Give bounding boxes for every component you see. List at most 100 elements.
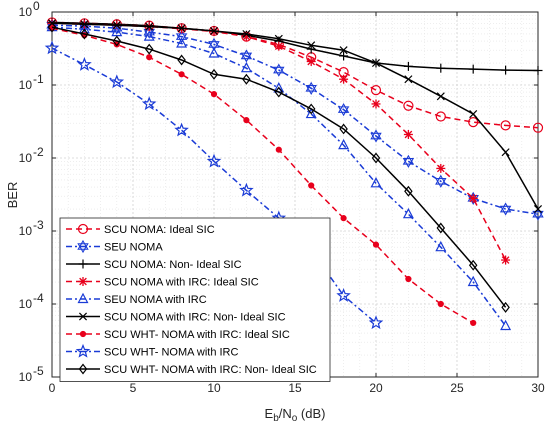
data-point [499,202,512,216]
series-line [51,27,474,324]
data-point [145,22,154,31]
legend-entry-9: SCU WHT- NOMA with IRC: Non- Ideal SIC [66,363,317,376]
data-point [112,21,121,30]
legend-entry-6: SCU NOMA with IRC: Non- Ideal SIC [66,312,286,324]
data-point [403,61,413,71]
data-point [468,193,478,203]
marker-stroke [469,110,478,119]
legend-swatch-marker [77,223,89,235]
data-point [44,40,60,55]
data-point [467,275,479,287]
data-point [501,65,511,75]
data-point [500,120,511,131]
data-point [77,57,92,71]
data-point [144,43,154,55]
legend: SCU NOMA: Ideal SIC SEU NOMA SCU NOMA: Non… [59,217,331,382]
legend-swatch-marker [79,330,87,338]
data-point [275,146,282,153]
data-point [468,259,478,271]
y-tick-label-exponent: -4 [33,291,44,305]
data-point [47,21,57,33]
legend-swatch-marker [75,343,91,358]
marker-stroke [305,85,317,95]
y-tick-label-base: 10 [19,224,33,238]
data-point [208,37,220,51]
data-point [274,86,284,98]
legend-label: SCU NOMA: Ideal SIC [104,224,215,236]
data-point [468,117,479,128]
x-tick-label: 20 [369,381,383,395]
series-9 [47,21,510,313]
y-tick-label: 10 [19,224,33,238]
data-point [368,315,384,330]
series-line [51,24,539,215]
data-point [112,35,122,47]
marker-stroke [370,132,382,143]
x-axis-title-sub-b: b [273,413,279,424]
data-point [370,177,382,188]
series-line [51,26,507,308]
data-point [143,30,155,41]
y-tick-label: 10 [19,78,33,92]
data-point [404,75,413,84]
data-point [305,107,317,119]
data-point [404,185,413,197]
marker-stroke [402,154,415,165]
data-point [533,205,543,214]
marker-stroke [274,34,283,43]
marker-stroke [370,129,382,140]
legend-swatch-marker [78,259,88,269]
marker-stroke [532,207,544,218]
legend-swatch-marker [78,312,88,321]
marker-stroke [371,59,381,68]
y-tick-label-exponent: -3 [33,218,44,232]
legend-label: SCU NOMA with IRC: Non- Ideal SIC [104,312,286,324]
x-tick-label: 5 [130,381,137,395]
y-tick-label-base: 10 [19,151,33,165]
marker-stroke [337,106,350,117]
legend-entry-8: SCU WHT- NOMA with IRC [66,343,239,359]
legend-label: SCU WHT- NOMA with IRC: Ideal SIC [104,329,290,341]
data-point [273,63,285,77]
data-point [403,100,414,111]
data-point [500,319,512,331]
data-point [80,28,89,40]
data-point [208,47,220,58]
marker-stroke [208,41,220,51]
legend-swatch-marker [78,277,88,286]
legend-swatch-marker [77,292,89,304]
legend-label: SCU NOMA with IRC: Ideal SIC [104,277,259,289]
legend-entry-7: SCU WHT- NOMA with IRC: Ideal SIC [66,329,290,341]
x-tick-label: 25 [450,381,464,395]
legend-entry-5: SEU NOMA with IRC [66,292,207,306]
data-point [532,207,544,221]
x-tick-label: 0 [49,381,56,395]
y-tick-label-exponent: 0 [33,0,40,13]
marker-stroke [209,26,219,35]
data-point [242,29,251,38]
legend-swatch-marker [78,363,88,375]
data-point [339,123,348,135]
data-point [307,41,316,50]
marker-stroke [273,66,285,77]
y-tick-label: 10 [19,151,33,165]
marker-stroke [145,22,154,31]
y-tick-label: 10 [19,370,33,384]
legend-entry-4: SCU NOMA with IRC: Ideal SIC [66,277,259,289]
data-point [209,26,219,35]
marker-stroke [242,29,251,38]
data-point [141,96,157,111]
data-point [240,49,253,63]
x-axis-title-main: E [265,406,274,421]
data-point [402,207,414,219]
data-point [206,153,222,168]
y-tick-label-exponent: -2 [33,145,44,159]
data-point [469,110,478,119]
data-point [274,34,283,43]
legend-label: SEU NOMA [104,242,163,254]
data-point [436,63,446,73]
marker-stroke [305,81,317,92]
data-point [177,54,186,66]
